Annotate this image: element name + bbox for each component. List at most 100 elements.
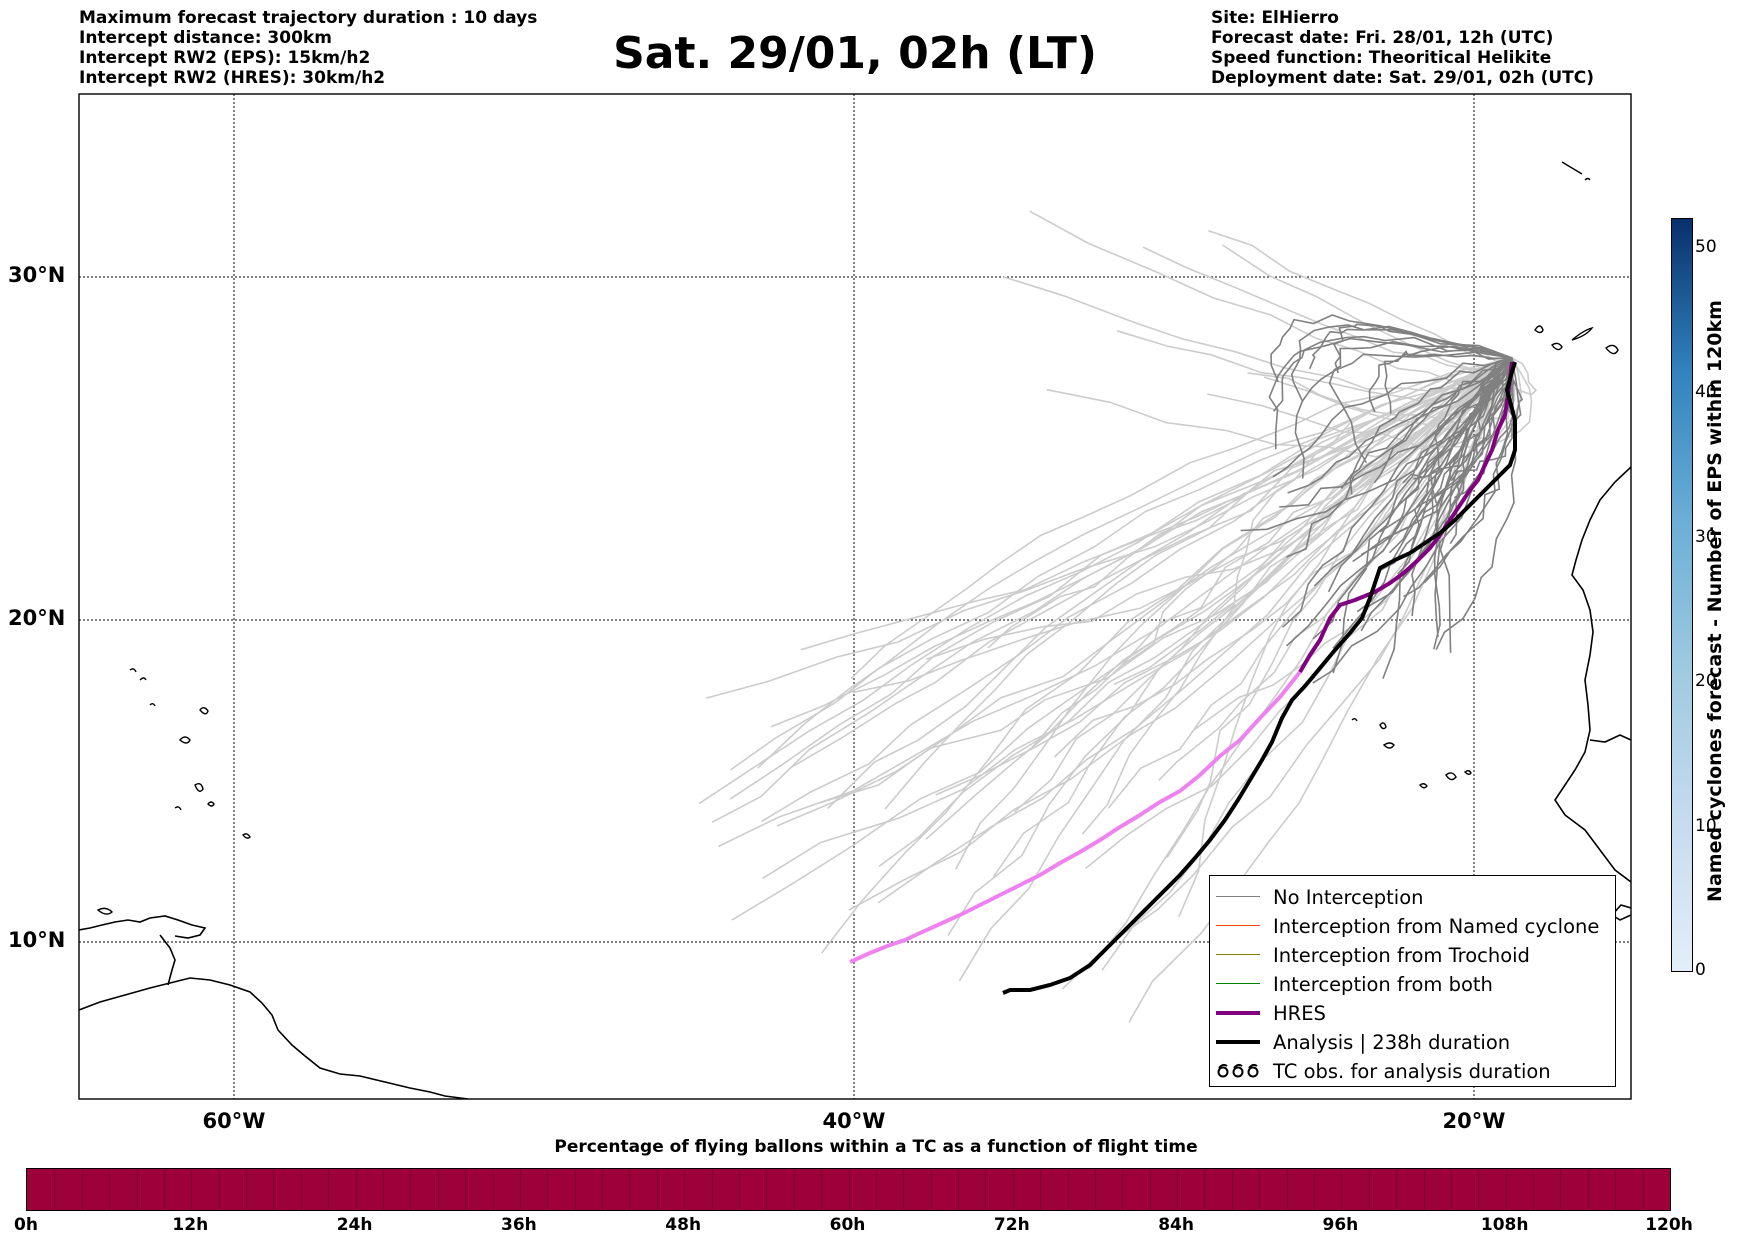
header-right-line: Deployment date: Sat. 29/01, 02h (UTC): [1211, 68, 1595, 88]
colorbar-tick: 50: [1695, 237, 1717, 257]
colorbar-division: [985, 1169, 987, 1210]
cyclone-symbols-icon: [1217, 1063, 1259, 1078]
colorbar-division: [54, 1169, 56, 1210]
eps-trajectory: [770, 357, 1513, 728]
colorbar-division: [738, 1169, 740, 1210]
colorbar-division: [958, 1169, 960, 1210]
eps-trajectory: [1328, 340, 1513, 464]
colorbar-division: [1314, 1169, 1316, 1210]
eps-trajectory: [1332, 323, 1513, 374]
eps-trajectory: [718, 357, 1513, 848]
eps-trajectory: [1286, 357, 1513, 558]
eps-trajectory: [1081, 357, 1513, 835]
header-right-line: Speed function: Theoritical Helikite: [1211, 48, 1552, 68]
orange-line-icon: [1216, 925, 1260, 926]
colorbar-division: [1450, 1169, 1452, 1210]
colorbar-tick: 30: [1695, 527, 1717, 547]
legend-item-named-cyclone: Interception from Named cyclone: [1210, 913, 1615, 939]
colorbar-division: [218, 1169, 220, 1210]
eps-trajectory: [1434, 357, 1513, 637]
eps-trajectory: [1368, 353, 1513, 413]
flight-time-tick: 108h: [1480, 1215, 1529, 1235]
colorbar-division: [684, 1169, 686, 1210]
flight-time-tick: 72h: [993, 1215, 1030, 1235]
colorbar-division: [1204, 1169, 1206, 1210]
legend-label: Interception from both: [1273, 973, 1493, 996]
flight-time-tick: 0h: [14, 1215, 38, 1235]
lon-label-60w: 60°W: [202, 1109, 266, 1133]
colorbar-division: [1040, 1169, 1042, 1210]
flight-time-tick: 24h: [336, 1215, 373, 1235]
gray-line-icon: [1216, 896, 1260, 897]
colorbar-division: [656, 1169, 658, 1210]
colorbar-division: [1642, 1169, 1644, 1210]
colorbar-division: [1615, 1169, 1617, 1210]
eps-trajectory: [1356, 357, 1513, 613]
colorbar-division: [1396, 1169, 1398, 1210]
olive-line-icon: [1216, 954, 1260, 955]
legend-item-analysis: Analysis | 238h duration: [1210, 1029, 1615, 1055]
lat-label-30n: 30°N: [8, 263, 66, 287]
coastline: [79, 466, 1631, 1099]
eps-trajectory: [1247, 357, 1516, 424]
colorbar-division: [1149, 1169, 1151, 1210]
eps-trajectory: [1439, 357, 1513, 653]
colorbar-title: Named cyclones forecast - Number of EPS …: [1704, 300, 1726, 902]
flight-time-colorbar: [26, 1168, 1671, 1211]
map-legend: No Interception Interception from Named …: [1209, 875, 1616, 1087]
flight-time-tick: 48h: [665, 1215, 702, 1235]
colorbar-division: [547, 1169, 549, 1210]
eps-trajectory: [1031, 357, 1513, 749]
colorbar-division: [1505, 1169, 1507, 1210]
colorbar-division: [711, 1169, 713, 1210]
colorbar-division: [602, 1169, 604, 1210]
eps-trajectory: [1101, 357, 1513, 971]
colorbar-division: [410, 1169, 412, 1210]
colorbar-division: [492, 1169, 494, 1210]
colorbar-division: [1259, 1169, 1261, 1210]
header-right-line: Forecast date: Fri. 28/01, 12h (UTC): [1211, 28, 1554, 48]
colorbar-division: [382, 1169, 384, 1210]
eps-trajectory: [1270, 314, 1513, 383]
lon-label-20w: 20°W: [1442, 1109, 1506, 1133]
colorbar-division: [1177, 1169, 1179, 1210]
colorbar-division: [1067, 1169, 1069, 1210]
colorbar-division: [191, 1169, 193, 1210]
flight-time-tick: 60h: [829, 1215, 866, 1235]
colorbar-division: [1560, 1169, 1562, 1210]
legend-item-both: Interception from both: [1210, 971, 1615, 997]
colorbar-division: [109, 1169, 111, 1210]
colorbar-division: [328, 1169, 330, 1210]
colorbar-division: [1423, 1169, 1425, 1210]
legend-item-tc-obs: TC obs. for analysis duration: [1210, 1058, 1615, 1084]
colorbar-tick: 40: [1695, 382, 1717, 402]
map-frame: [78, 93, 1632, 1100]
colorbar-division: [1341, 1169, 1343, 1210]
legend-label: Interception from Trochoid: [1273, 944, 1530, 967]
legend-label: No Interception: [1273, 886, 1424, 909]
colorbar-division: [163, 1169, 165, 1210]
eps-trajectory: [1373, 357, 1513, 484]
eps-trajectory: [1178, 357, 1513, 918]
eps-trajectories-no-interception: [1240, 314, 1524, 684]
colorbar-division: [81, 1169, 83, 1210]
eps-trajectory: [1279, 357, 1513, 508]
colorbar-division: [136, 1169, 138, 1210]
eps-trajectory: [1433, 357, 1513, 650]
flight-time-tick: 96h: [1322, 1215, 1359, 1235]
colorbar-division: [1231, 1169, 1233, 1210]
eps-trajectory: [850, 357, 1513, 680]
map-title: Sat. 29/01, 02h (LT): [613, 28, 1097, 79]
black-thick-line-icon: [1216, 1040, 1260, 1044]
colorbar-division: [1587, 1169, 1589, 1210]
eps-trajectory: [1429, 357, 1513, 504]
colorbar-division: [300, 1169, 302, 1210]
eps-trajectory: [820, 357, 1513, 954]
lon-label-40w: 40°W: [822, 1109, 886, 1133]
colorbar-division: [437, 1169, 439, 1210]
eps-trajectory: [1158, 357, 1513, 781]
colorbar-tick: 0: [1695, 960, 1706, 980]
colorbar-division: [848, 1169, 850, 1210]
eps-trajectory: [762, 357, 1513, 880]
